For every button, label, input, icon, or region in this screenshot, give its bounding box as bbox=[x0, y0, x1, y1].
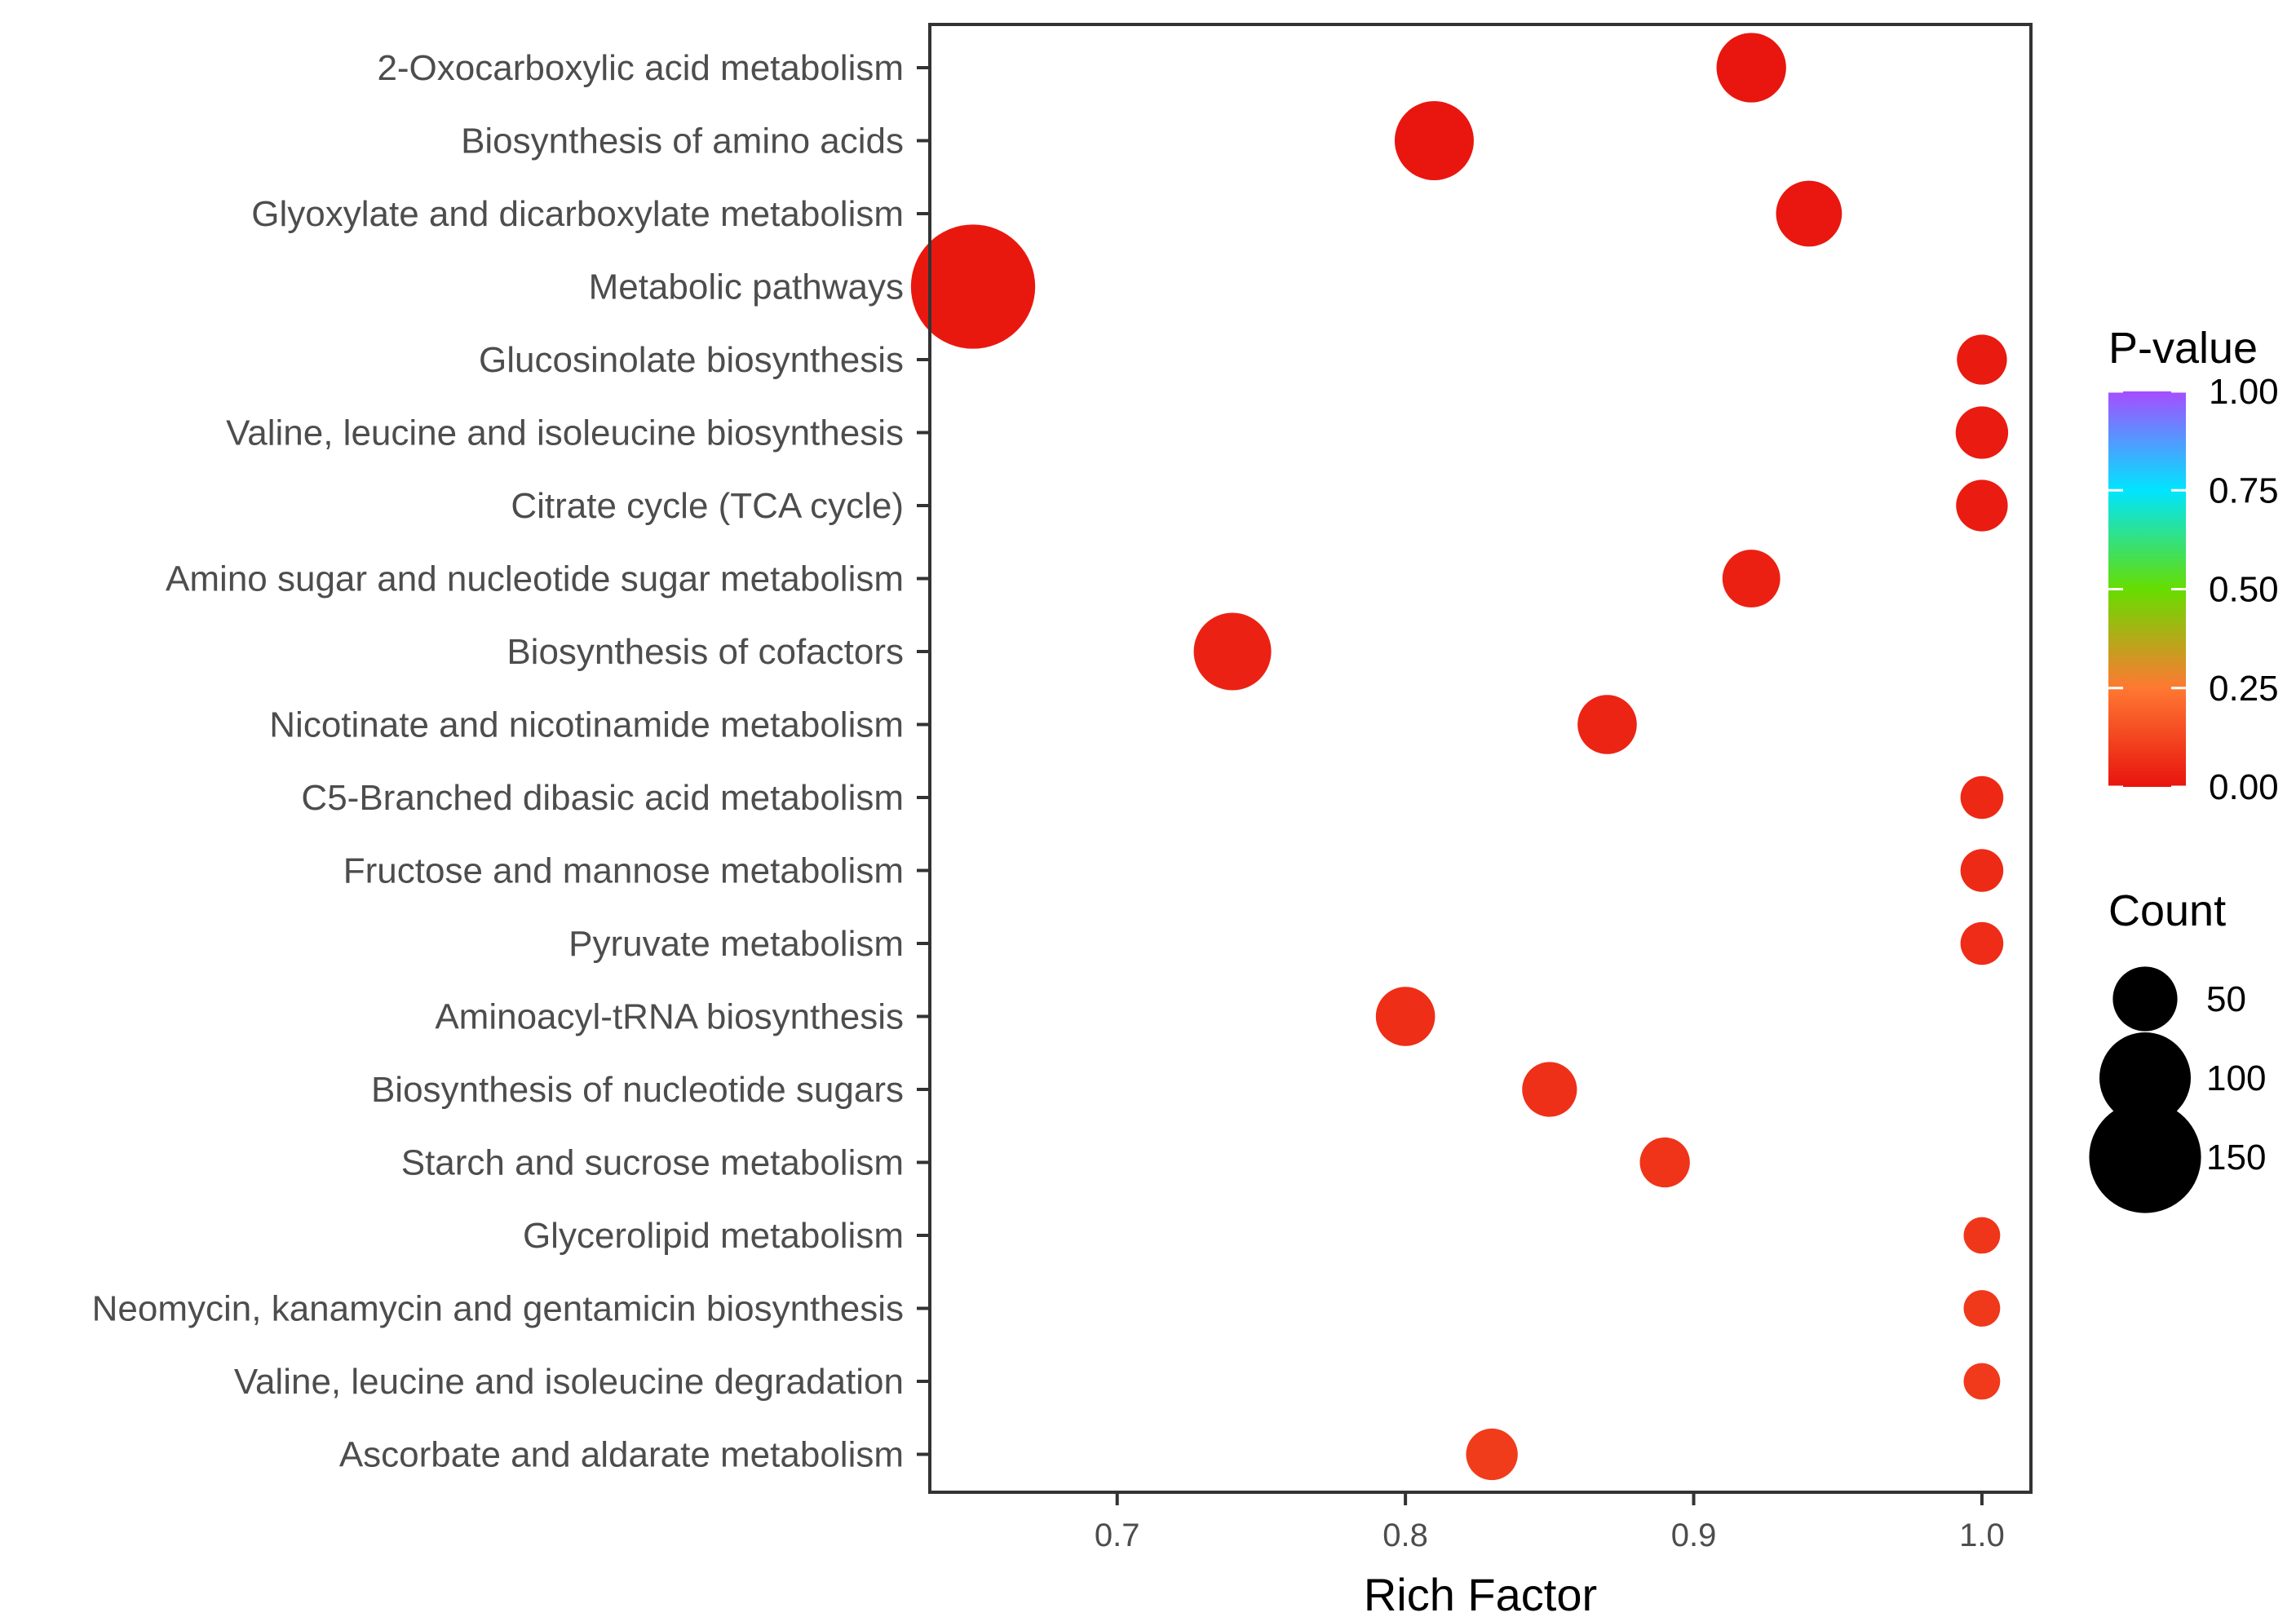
y-axis-label: Ascorbate and aldarate metabolism bbox=[339, 1435, 904, 1475]
y-axis-label: Fructose and mannose metabolism bbox=[343, 851, 904, 891]
y-axis-label: Glucosinolate biosynthesis bbox=[479, 340, 904, 380]
data-point bbox=[1776, 180, 1843, 247]
y-axis-label: Aminoacyl-tRNA biosynthesis bbox=[435, 997, 904, 1037]
pvalue-tick-label: 1.00 bbox=[2209, 372, 2279, 412]
y-axis-labels: 2-Oxocarboxylic acid metabolism Biosynthe… bbox=[92, 48, 904, 1475]
y-axis-label: Neomycin, kanamycin and gentamicin biosy… bbox=[92, 1289, 904, 1329]
data-point bbox=[1522, 1062, 1577, 1117]
y-axis-label: Starch and sucrose metabolism bbox=[401, 1143, 904, 1183]
count-legend-label: 100 bbox=[2206, 1058, 2266, 1098]
count-legend-title: Count bbox=[2108, 886, 2226, 935]
data-point bbox=[1957, 334, 2007, 385]
pvalue-tick-label: 0.50 bbox=[2209, 570, 2279, 610]
data-points bbox=[910, 33, 2009, 1481]
data-point bbox=[1956, 479, 2008, 532]
x-tick-label: 0.8 bbox=[1382, 1518, 1428, 1553]
y-axis-label: Nicotinate and nicotinamide metabolism bbox=[269, 705, 904, 745]
data-point bbox=[1963, 1363, 2001, 1400]
pvalue-legend: P-value 1.00 0.75 0.50 0.25 0.00 bbox=[2108, 324, 2279, 807]
y-axis-label: Biosynthesis of amino acids bbox=[461, 121, 904, 161]
y-axis-label: Glyoxylate and dicarboxylate metabolism bbox=[251, 194, 904, 234]
y-axis-ticks bbox=[917, 66, 930, 1456]
y-axis-label: Pyruvate metabolism bbox=[568, 924, 904, 964]
x-tick-label: 1.0 bbox=[1959, 1518, 2005, 1553]
data-point bbox=[1466, 1428, 1518, 1481]
y-axis-label: 2-Oxocarboxylic acid metabolism bbox=[377, 48, 904, 88]
count-legend-circle bbox=[2112, 966, 2178, 1032]
y-axis-label: Amino sugar and nucleotide sugar metabol… bbox=[166, 559, 904, 599]
data-point bbox=[1960, 849, 2004, 892]
data-point bbox=[1193, 612, 1272, 691]
data-point bbox=[1716, 33, 1786, 103]
data-point bbox=[1960, 921, 2004, 965]
y-axis-label: Metabolic pathways bbox=[589, 267, 904, 307]
y-axis-label: Citrate cycle (TCA cycle) bbox=[511, 486, 904, 526]
data-point bbox=[1577, 695, 1637, 754]
data-point bbox=[1394, 101, 1474, 180]
x-axis-ticks: 0.7 0.8 0.9 1.0 bbox=[1095, 1492, 2005, 1553]
data-point bbox=[1960, 775, 2004, 820]
pvalue-legend-title: P-value bbox=[2108, 324, 2258, 373]
count-legend-label: 50 bbox=[2206, 979, 2246, 1019]
pvalue-legend-ticks: 1.00 0.75 0.50 0.25 0.00 bbox=[2108, 372, 2279, 807]
x-tick-label: 0.7 bbox=[1095, 1518, 1140, 1553]
y-axis-label: Biosynthesis of nucleotide sugars bbox=[371, 1070, 904, 1110]
count-legend-circle bbox=[2099, 1032, 2191, 1124]
data-point bbox=[1722, 550, 1781, 607]
data-point bbox=[1955, 406, 2009, 459]
data-point bbox=[1639, 1137, 1690, 1188]
pvalue-tick-label: 0.75 bbox=[2209, 471, 2279, 510]
y-axis-label: Glycerolipid metabolism bbox=[523, 1216, 904, 1256]
count-legend: Count 50 100 150 bbox=[2089, 886, 2266, 1213]
y-axis-label: C5-Branched dibasic acid metabolism bbox=[301, 778, 904, 818]
data-point bbox=[1375, 987, 1436, 1046]
count-legend-items: 50 100 150 bbox=[2089, 966, 2266, 1213]
data-point bbox=[910, 224, 1036, 349]
data-point bbox=[1963, 1217, 2001, 1254]
pvalue-tick-label: 0.00 bbox=[2209, 767, 2279, 807]
count-legend-label: 150 bbox=[2206, 1138, 2266, 1177]
count-legend-circle bbox=[2089, 1101, 2201, 1213]
plot-panel-border bbox=[928, 23, 2033, 1494]
y-axis-label: Valine, leucine and isoleucine biosynthe… bbox=[226, 413, 904, 453]
data-point bbox=[1963, 1290, 2001, 1327]
y-axis-label: Biosynthesis of cofactors bbox=[507, 632, 904, 672]
pvalue-tick-label: 0.25 bbox=[2209, 669, 2279, 709]
y-axis-label: Valine, leucine and isoleucine degradati… bbox=[234, 1362, 904, 1402]
x-tick-label: 0.9 bbox=[1671, 1518, 1717, 1553]
x-axis-title: Rich Factor bbox=[1364, 1569, 1597, 1617]
